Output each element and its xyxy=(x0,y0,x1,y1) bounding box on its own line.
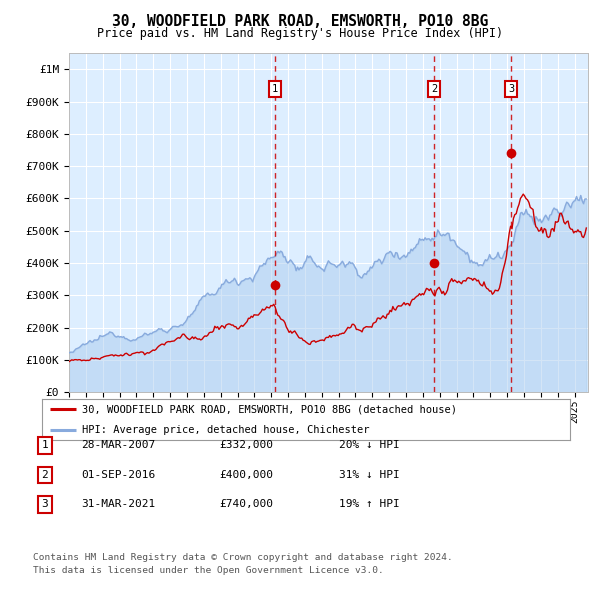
Text: 28-MAR-2007: 28-MAR-2007 xyxy=(81,441,155,450)
Text: 2: 2 xyxy=(431,84,437,94)
Text: 1: 1 xyxy=(272,84,278,94)
Text: HPI: Average price, detached house, Chichester: HPI: Average price, detached house, Chic… xyxy=(82,425,369,434)
Text: £332,000: £332,000 xyxy=(219,441,273,450)
Text: 30, WOODFIELD PARK ROAD, EMSWORTH, PO10 8BG: 30, WOODFIELD PARK ROAD, EMSWORTH, PO10 … xyxy=(112,14,488,29)
Text: £400,000: £400,000 xyxy=(219,470,273,480)
Text: 2: 2 xyxy=(41,470,49,480)
Text: 3: 3 xyxy=(41,500,49,509)
Text: Contains HM Land Registry data © Crown copyright and database right 2024.
This d: Contains HM Land Registry data © Crown c… xyxy=(33,553,453,575)
Text: 31% ↓ HPI: 31% ↓ HPI xyxy=(339,470,400,480)
Text: £740,000: £740,000 xyxy=(219,500,273,509)
Text: 31-MAR-2021: 31-MAR-2021 xyxy=(81,500,155,509)
Text: 19% ↑ HPI: 19% ↑ HPI xyxy=(339,500,400,509)
Text: 1: 1 xyxy=(41,441,49,450)
Text: Price paid vs. HM Land Registry's House Price Index (HPI): Price paid vs. HM Land Registry's House … xyxy=(97,27,503,40)
Text: 20% ↓ HPI: 20% ↓ HPI xyxy=(339,441,400,450)
Text: 01-SEP-2016: 01-SEP-2016 xyxy=(81,470,155,480)
Text: 3: 3 xyxy=(508,84,514,94)
Text: 30, WOODFIELD PARK ROAD, EMSWORTH, PO10 8BG (detached house): 30, WOODFIELD PARK ROAD, EMSWORTH, PO10 … xyxy=(82,405,457,414)
